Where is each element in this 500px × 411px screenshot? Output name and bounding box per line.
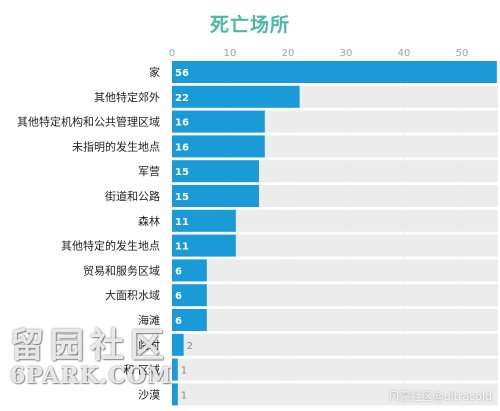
value-label: 16 [175,118,189,129]
bar [172,160,259,183]
value-label: 6 [175,266,182,277]
bar [172,135,265,158]
bar [172,61,497,83]
bar [172,110,265,133]
x-tick-label: 0 [169,48,175,59]
value-label: 15 [175,192,189,203]
category-label: 贸易和服务区域 [83,264,160,277]
value-label: 1 [181,390,187,401]
bar-track [172,358,498,381]
bar [172,85,300,108]
x-tick-label: 10 [224,48,237,59]
value-label: 16 [175,142,189,153]
category-label: 其他特定郊外 [94,90,160,104]
category-label: 街道和公路 [105,189,160,203]
category-label: 沙漠 [138,388,160,401]
watermark-english: 6PARK.COM [10,363,173,389]
category-label: 海滩 [138,313,160,327]
value-label: 1 [181,366,187,377]
chart-title: 死亡场所 [209,14,290,36]
bar [172,234,236,257]
bar [172,259,207,282]
value-label: 56 [175,68,189,79]
category-label: 和 区域 [124,364,161,377]
category-label: 临时 [138,338,160,352]
bar-track [172,209,498,232]
value-label: 6 [175,316,182,327]
value-label: 2 [187,341,193,352]
category-label: 军营 [138,164,160,178]
bar [172,333,184,356]
category-label: 森林 [138,214,160,228]
category-label: 其他特定机构和公共管理区域 [17,115,160,129]
value-label: 11 [175,242,189,253]
bar [172,209,236,232]
bar-track [172,383,498,406]
bar [172,284,207,307]
bar [172,358,178,381]
x-tick-label: 50 [456,48,469,59]
bar [172,383,178,406]
watermark-chinese: 留园社区 [10,326,170,366]
bar [172,185,259,207]
category-label: 未指明的发生地点 [72,139,160,153]
bar-track [172,309,498,331]
6park-watermark: 留园社区 6PARK.COM [10,318,172,389]
value-label: 22 [175,93,189,104]
bar-track [172,234,498,257]
value-label: 15 [175,167,189,178]
bar-track [172,333,498,356]
x-tick-label: 20 [282,48,295,59]
bar [172,309,207,331]
value-label: 11 [175,217,189,228]
category-label: 家 [149,65,160,79]
x-tick-label: 30 [340,48,353,59]
x-tick-label: 40 [398,48,411,59]
credit-text: 风瀛社区@ultracold [388,390,492,403]
value-label: 6 [175,291,182,302]
bar-track [172,284,498,307]
category-label: 其他特定的发生地点 [61,239,160,253]
category-label: 大面积水域 [105,288,160,302]
bar-track [172,259,498,282]
